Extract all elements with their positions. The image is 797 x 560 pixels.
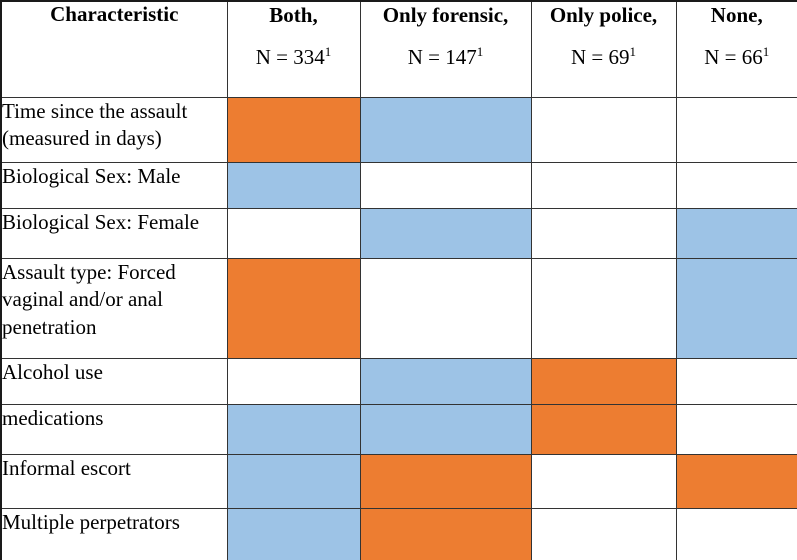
data-cell — [226, 507, 361, 560]
data-cell — [359, 207, 532, 259]
data-cell — [530, 357, 677, 405]
data-cell — [359, 403, 532, 455]
group-n: N = 3341 — [255, 44, 332, 70]
header-none: None, N = 661 — [675, 0, 797, 98]
header-only-police: Only police, N = 691 — [530, 0, 677, 98]
group-n: N = 1471 — [407, 44, 484, 70]
data-cell — [530, 403, 677, 455]
group-label: Both, — [269, 3, 318, 27]
footnote-marker: 1 — [324, 44, 332, 60]
data-cell — [226, 161, 361, 209]
row-label: medications — [0, 403, 228, 455]
footnote-marker: 1 — [629, 44, 637, 60]
data-cell — [675, 357, 797, 405]
table-row: Assault type: Forced vaginal and/or anal… — [0, 257, 797, 359]
characteristic-label: Characteristic — [50, 2, 179, 26]
data-cell — [675, 96, 797, 163]
data-cell — [359, 257, 532, 359]
data-cell — [530, 257, 677, 359]
row-label: Assault type: Forced vaginal and/or anal… — [0, 257, 228, 359]
data-cell — [359, 507, 532, 560]
table-row: Informal escort — [0, 453, 797, 509]
data-cell — [675, 403, 797, 455]
footnote-marker: 1 — [476, 44, 484, 60]
data-cell — [359, 357, 532, 405]
table-row: Biological Sex: Female — [0, 207, 797, 259]
data-cell — [226, 453, 361, 509]
data-cell — [530, 96, 677, 163]
row-label: Multiple perpetrators — [0, 507, 228, 560]
data-cell — [675, 257, 797, 359]
data-cell — [359, 453, 532, 509]
table-row: Time since the assault (measured in days… — [0, 96, 797, 163]
table-row: medications — [0, 403, 797, 455]
data-cell — [530, 161, 677, 209]
data-cell — [359, 96, 532, 163]
data-cell — [226, 207, 361, 259]
table-row: Biological Sex: Male — [0, 161, 797, 209]
data-cell — [675, 207, 797, 259]
data-cell — [675, 161, 797, 209]
data-cell — [530, 207, 677, 259]
row-label: Biological Sex: Female — [0, 207, 228, 259]
row-label: Alcohol use — [0, 357, 228, 405]
data-cell — [226, 96, 361, 163]
header-both: Both, N = 3341 — [226, 0, 361, 98]
data-cell — [359, 161, 532, 209]
header-row: Characteristic Both, N = 3341 Only foren… — [0, 0, 797, 98]
group-label: None, — [710, 3, 763, 27]
data-cell — [675, 507, 797, 560]
data-cell — [675, 453, 797, 509]
row-label: Informal escort — [0, 453, 228, 509]
data-cell — [530, 507, 677, 560]
header-characteristic: Characteristic — [0, 0, 228, 98]
group-n: N = 661 — [704, 44, 770, 70]
table-row: Multiple perpetrators — [0, 507, 797, 560]
data-cell — [226, 257, 361, 359]
header-only-forensic: Only forensic, N = 1471 — [359, 0, 532, 98]
footnote-marker: 1 — [762, 44, 770, 60]
group-label: Only forensic, — [382, 3, 509, 27]
row-label: Time since the assault (measured in days… — [0, 96, 228, 163]
row-label: Biological Sex: Male — [0, 161, 228, 209]
group-n: N = 691 — [570, 44, 637, 70]
group-label: Only police, — [549, 3, 658, 27]
table-row: Alcohol use — [0, 357, 797, 405]
data-cell — [226, 357, 361, 405]
data-cell — [530, 453, 677, 509]
data-cell — [226, 403, 361, 455]
